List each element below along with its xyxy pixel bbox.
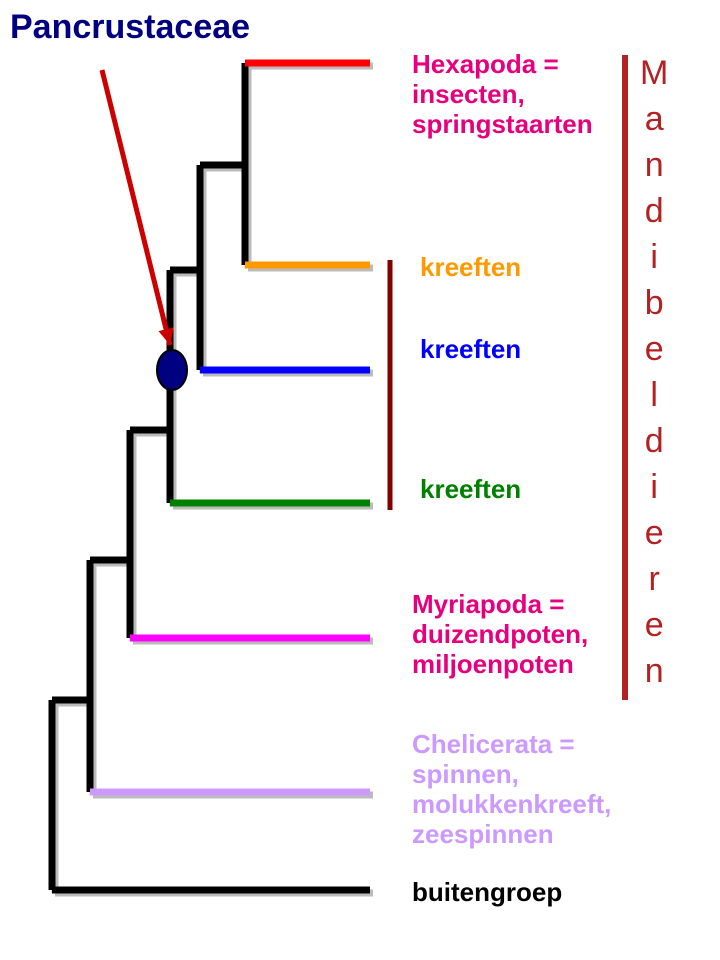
kreeften-orange-label: kreeften [420,253,521,283]
diagram-title: Pancrustaceae [10,8,250,47]
kreeften-green-label: kreeften [420,475,521,505]
phylogenetic-tree [0,0,720,960]
chelicerata-label: Chelicerata = spinnen, molukkenkreeft, z… [412,730,611,850]
kreeften-blue-label: kreeften [420,335,521,365]
myriapoda-label: Myriapoda = duizendpoten, miljoenpoten [412,590,588,680]
pancrustaceae-node [157,350,187,390]
hexapoda-label: Hexapoda = insecten, springstaarten [412,50,593,140]
mandibeldieren-label: Mandibeldieren [640,50,668,694]
buitengroep-label: buitengroep [412,878,562,908]
